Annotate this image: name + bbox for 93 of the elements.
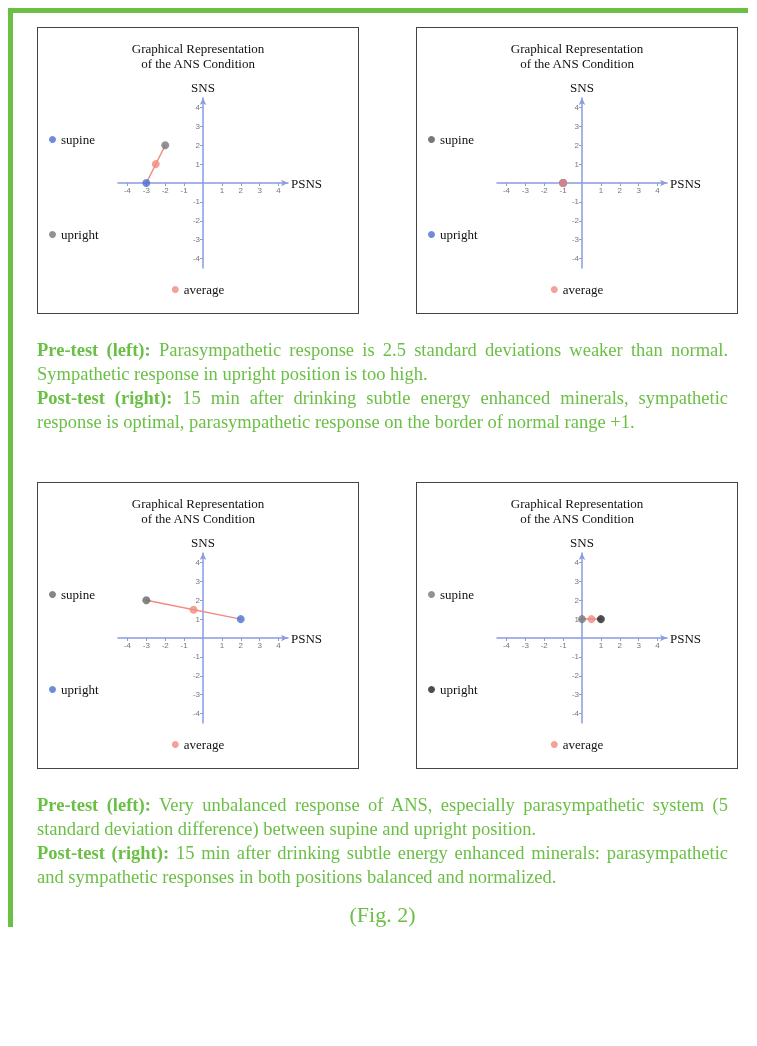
y-tick-label: 4	[574, 102, 580, 112]
x-tick-label: -3	[521, 185, 530, 195]
x-axis-title: PSNS	[670, 630, 702, 646]
x-tick-label: 2	[238, 185, 244, 195]
y-axis-title: SNS	[191, 535, 215, 550]
x-tick-label: 4	[655, 185, 661, 195]
y-tick-label: -3	[571, 235, 580, 245]
legend-label: average	[183, 737, 225, 752]
legend-label: upright	[440, 682, 478, 697]
x-tick-label: -3	[142, 185, 151, 195]
chart-title: Graphical Representation of the ANS Condition	[131, 41, 265, 71]
x-tick-label: -1	[559, 185, 568, 195]
x-tick-label: -1	[180, 185, 189, 195]
x-tick-label: -4	[502, 185, 511, 195]
y-tick-label: 1	[195, 614, 201, 624]
legend-label: average	[562, 282, 604, 297]
y-tick-label: -1	[571, 197, 580, 207]
legend-label: supine	[61, 587, 96, 602]
x-tick-label: 4	[276, 185, 282, 195]
y-axis-title: SNS	[570, 80, 594, 95]
y-tick-label: 2	[195, 140, 201, 150]
x-tick-label: 3	[257, 640, 263, 650]
x-tick-label: -3	[142, 640, 151, 650]
x-tick-label: -4	[502, 640, 511, 650]
x-tick-label: 1	[598, 185, 604, 195]
legend-label: upright	[440, 227, 478, 242]
y-tick-label: 4	[574, 557, 580, 567]
chart-title: Graphical Representation of the ANS Condition	[510, 496, 644, 526]
y-tick-label: -1	[571, 652, 580, 662]
x-axis-title: PSNS	[670, 175, 702, 191]
y-tick-label: -2	[192, 671, 201, 681]
y-tick-label: 2	[195, 595, 201, 605]
y-tick-label: 1	[195, 159, 201, 169]
x-tick-label: -4	[123, 640, 132, 650]
y-axis-title: SNS	[570, 535, 594, 550]
x-tick-label: -2	[161, 640, 170, 650]
legend-label: supine	[440, 132, 475, 147]
legend-label: supine	[440, 587, 475, 602]
legend-label: supine	[61, 132, 96, 147]
y-tick-label: -2	[571, 671, 580, 681]
x-tick-label: 1	[598, 640, 604, 650]
x-tick-label: -3	[521, 640, 530, 650]
y-tick-label: -3	[571, 690, 580, 700]
x-tick-label: 4	[276, 640, 282, 650]
x-tick-label: -1	[559, 640, 568, 650]
y-axis-title: SNS	[191, 80, 215, 95]
y-tick-label: 4	[195, 557, 201, 567]
legend-label: average	[562, 737, 604, 752]
chart-title: Graphical Representation of the ANS Condition	[510, 41, 644, 71]
y-tick-label: -3	[192, 235, 201, 245]
x-tick-label: 2	[617, 640, 623, 650]
x-axis-title: PSNS	[291, 630, 323, 646]
y-tick-label: -4	[192, 254, 201, 264]
x-tick-label: 3	[636, 185, 642, 195]
y-tick-label: 2	[574, 595, 580, 605]
text: Pre-test (left):	[37, 340, 151, 360]
x-tick-label: 2	[238, 640, 244, 650]
y-tick-label: -1	[192, 197, 201, 207]
y-tick-label: -4	[192, 709, 201, 719]
x-tick-label: -2	[540, 640, 549, 650]
y-tick-label: 3	[195, 576, 201, 586]
y-tick-label: -2	[192, 216, 201, 226]
text: Pre-test (left):	[37, 795, 151, 815]
x-tick-label: -2	[540, 185, 549, 195]
x-tick-label: 4	[655, 640, 661, 650]
x-tick-label: -1	[180, 640, 189, 650]
y-tick-label: 3	[574, 576, 580, 586]
y-tick-label: 3	[195, 121, 201, 131]
text: Post-test (right):	[37, 388, 173, 408]
y-tick-label: -3	[192, 690, 201, 700]
x-axis-title: PSNS	[291, 175, 323, 191]
y-tick-label: 2	[574, 140, 580, 150]
legend-label: upright	[61, 682, 99, 697]
x-tick-label: 3	[636, 640, 642, 650]
x-tick-label: 3	[257, 185, 263, 195]
y-tick-label: 4	[195, 102, 201, 112]
x-tick-label: -4	[123, 185, 132, 195]
text: Post-test (right):	[37, 843, 170, 863]
x-tick-label: 1	[219, 640, 225, 650]
legend-label: average	[183, 282, 225, 297]
legend-label: upright	[61, 227, 99, 242]
text: (Fig. 2)	[348, 902, 417, 927]
x-tick-label: 1	[219, 185, 225, 195]
y-tick-label: -1	[192, 652, 201, 662]
y-tick-label: 1	[574, 159, 580, 169]
y-tick-label: -4	[571, 709, 580, 719]
x-tick-label: 2	[617, 185, 623, 195]
y-tick-label: 1	[574, 614, 580, 624]
x-tick-label: -2	[161, 185, 170, 195]
chart-title: Graphical Representation of the ANS Condition	[131, 496, 265, 526]
y-tick-label: -2	[571, 216, 580, 226]
y-tick-label: 3	[574, 121, 580, 131]
y-tick-label: -4	[571, 254, 580, 264]
